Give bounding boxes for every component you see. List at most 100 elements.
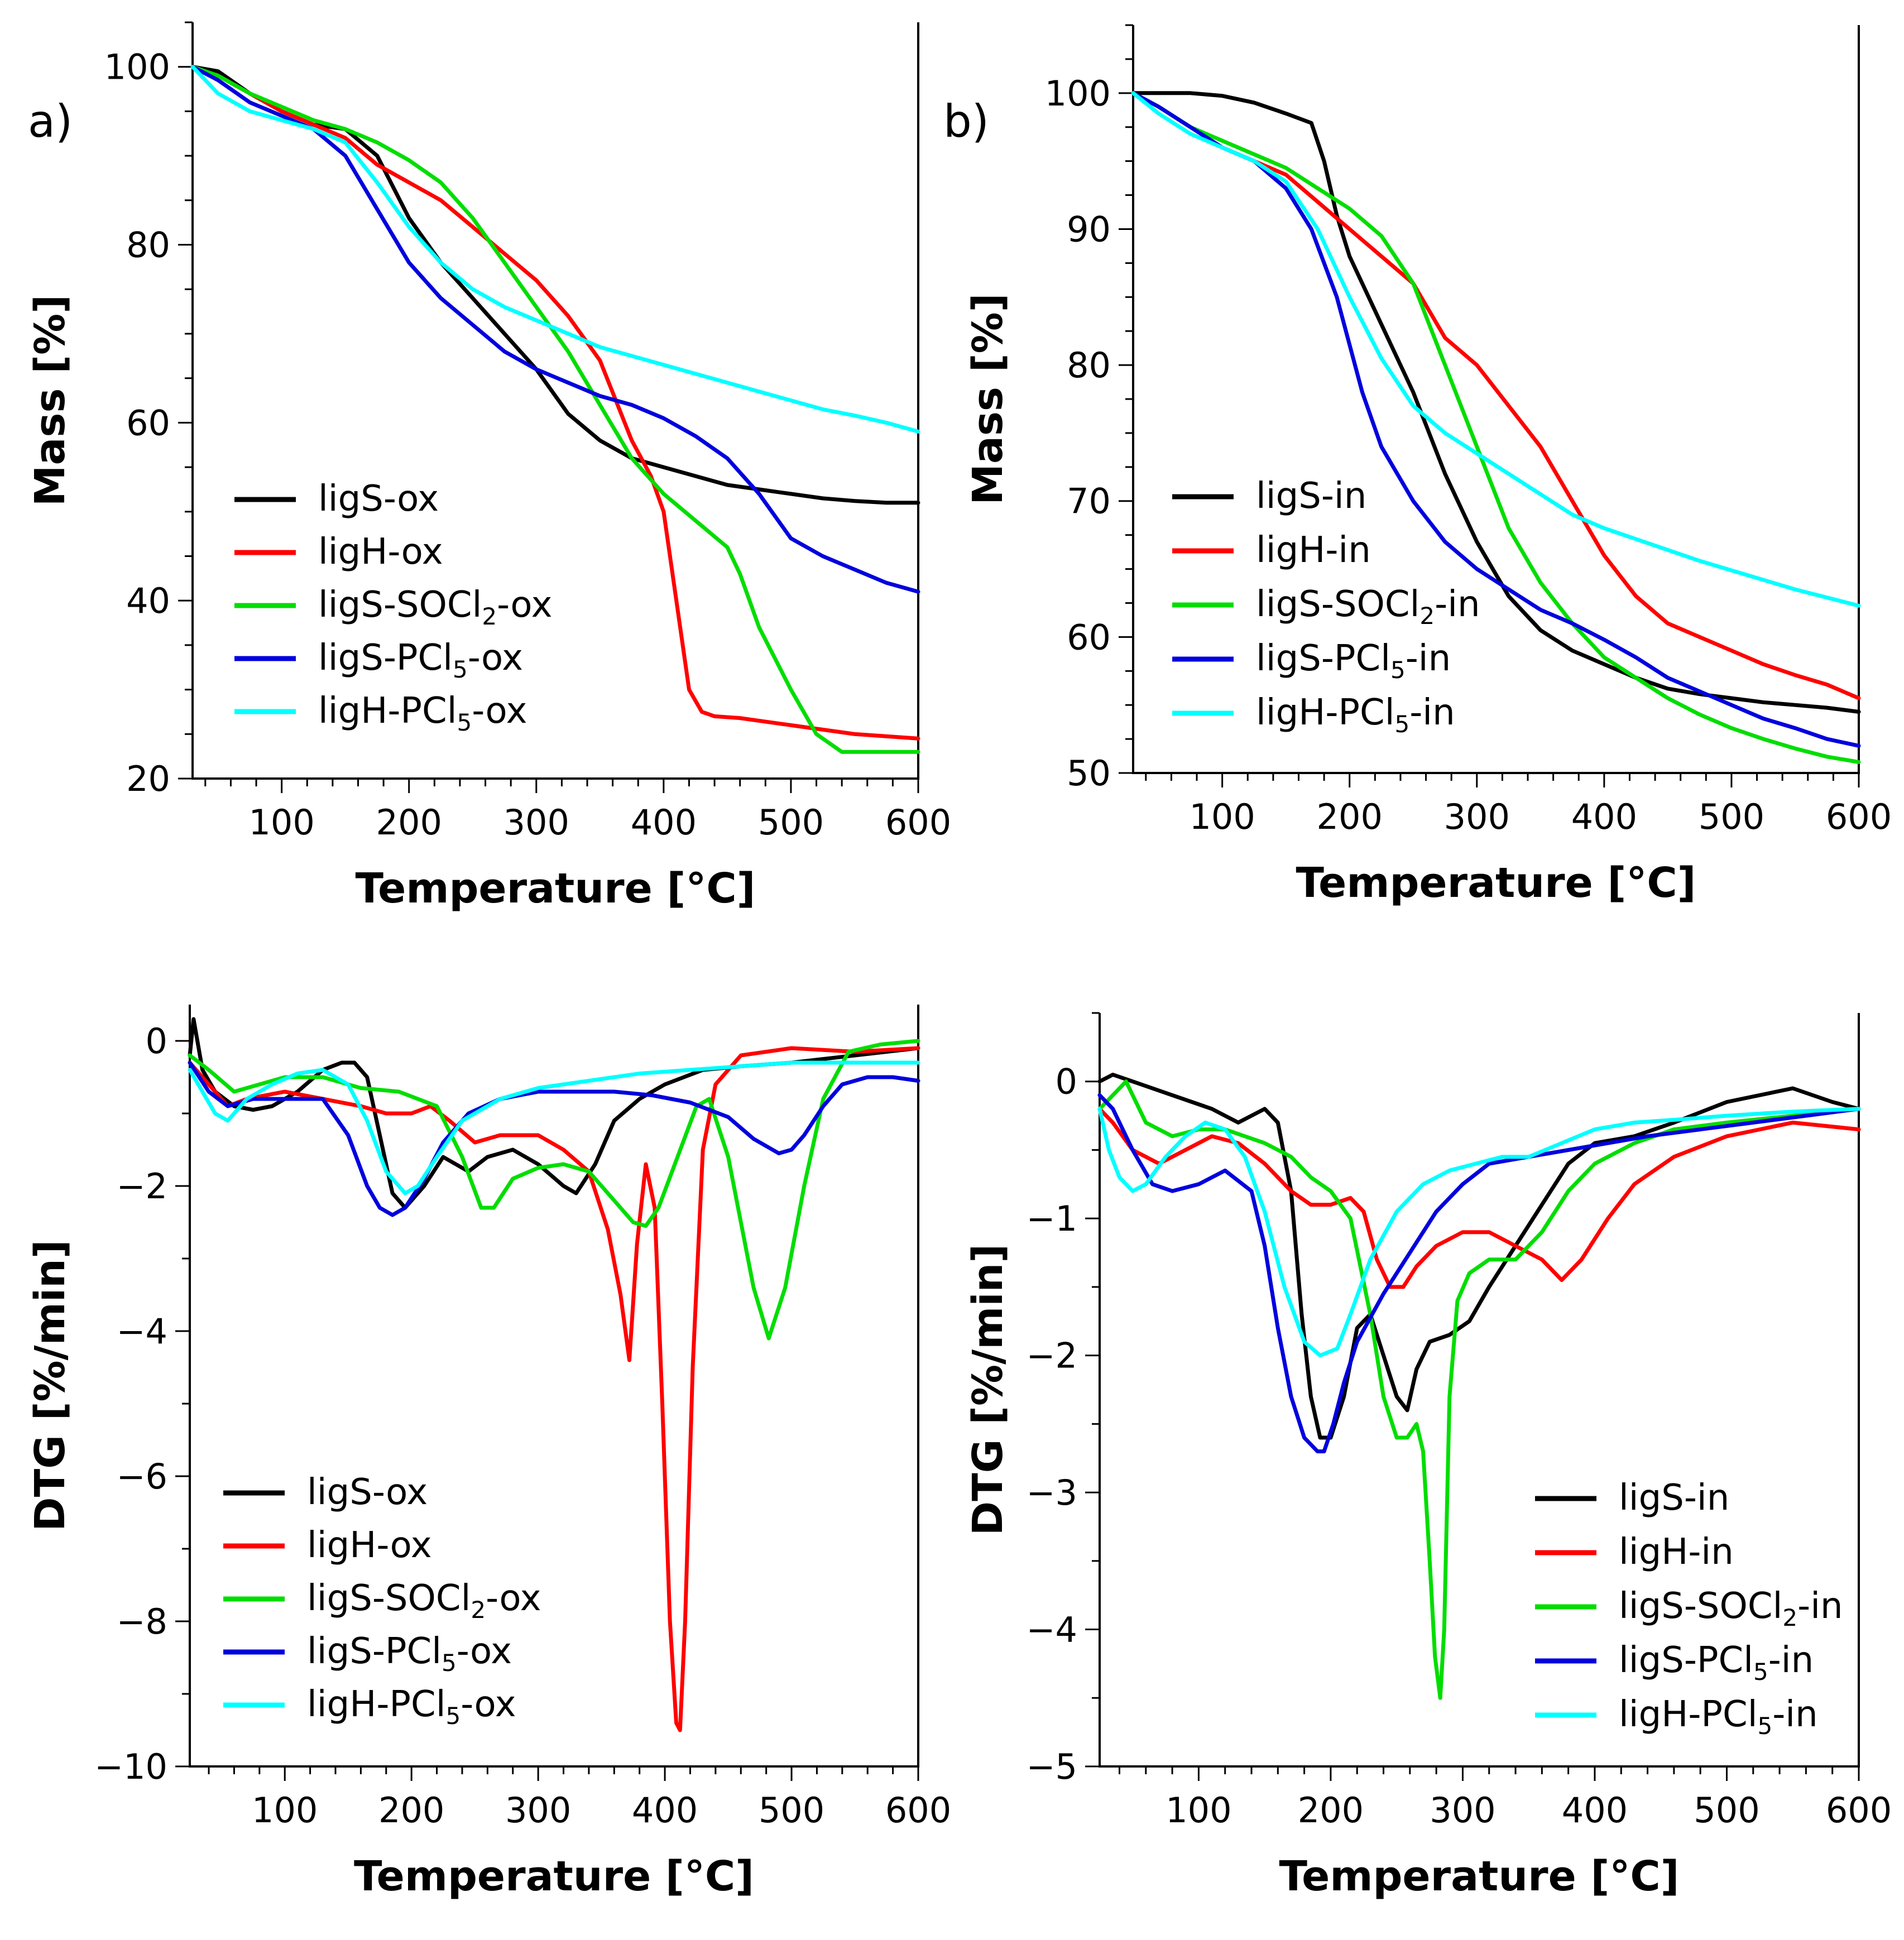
legend-entry: ligS-PCl5-ox — [307, 1631, 512, 1677]
series-line-ligs-socl2 — [188, 1039, 920, 1341]
x-tick-label: 200 — [1298, 1790, 1364, 1831]
x-tick-label: 200 — [376, 802, 442, 843]
legend-label: ligH-PCl — [1256, 692, 1394, 733]
legend-entry: ligH-PCl5-ox — [318, 690, 527, 736]
y-tick-label: 100 — [1045, 73, 1111, 114]
y-tick-label: −10 — [94, 1746, 167, 1787]
x-tick-label: 600 — [1826, 796, 1892, 837]
panel-label: b) — [943, 95, 989, 147]
x-tick-label: 100 — [1189, 796, 1255, 837]
y-tick-label: −1 — [1027, 1198, 1077, 1239]
legend-entry: ligS-SOCl2-ox — [307, 1578, 541, 1624]
legend-entry: ligH-in — [1256, 530, 1371, 571]
x-tick-label: 500 — [759, 1790, 824, 1831]
y-tick-label: −3 — [1027, 1472, 1077, 1513]
legend-entry: ligH-PCl5-in — [1256, 692, 1455, 738]
legend-entry: ligH-in — [1619, 1531, 1734, 1573]
legend-label-tail: -in — [1409, 692, 1455, 733]
legend-label-subscript: 5 — [445, 1702, 461, 1730]
panel-label: a) — [28, 95, 73, 147]
x-tick-label: 400 — [632, 1790, 698, 1831]
legend-entry: ligS-in — [1256, 476, 1366, 517]
y-tick-label: 40 — [126, 580, 170, 621]
y-tick-label: 20 — [126, 758, 170, 799]
x-tick-label: 100 — [248, 802, 314, 843]
y-tick-label: 90 — [1067, 209, 1111, 249]
series-line-ligs — [1097, 1073, 1861, 1440]
legend-entry: ligS-in — [1619, 1477, 1729, 1519]
legend-label-tail: -in — [1797, 1586, 1843, 1627]
series-line-ligs-pcl5 — [1131, 91, 1861, 748]
legend-entry: ligH-ox — [318, 531, 443, 573]
legend-entry: ligS-SOCl2-in — [1619, 1586, 1843, 1631]
series-line-ligh — [190, 65, 920, 741]
x-tick-label: 100 — [1166, 1790, 1231, 1831]
chart-panel-b: 100 200 300 400 500 600 50 60 70 80 90 100 Temperatu… — [943, 24, 1892, 907]
legend-label: ligH-PCl — [307, 1684, 445, 1725]
y-tick-label: −6 — [117, 1456, 167, 1497]
legend-label-tail: -ox — [497, 584, 552, 626]
y-tick-label: −4 — [117, 1311, 167, 1352]
legend-label: ligS-ox — [307, 1472, 428, 1513]
legend-label: ligH-PCl — [1619, 1694, 1757, 1735]
y-axis-title: DTG [%/min] — [964, 1244, 1012, 1535]
legend-label: ligS-SOCl — [318, 584, 482, 626]
legend-label-subscript: 5 — [442, 1649, 457, 1677]
series-line-ligs-socl2 — [190, 65, 920, 754]
legend-entry: ligH-PCl5-ox — [307, 1684, 516, 1730]
legend-label-subscript: 5 — [1394, 710, 1409, 738]
series-line-ligh — [1131, 91, 1861, 700]
legend-label: ligH-in — [1619, 1531, 1734, 1573]
legend-label-subscript: 2 — [482, 603, 497, 630]
legend-label-tail: -in — [1768, 1640, 1814, 1681]
legend-label: ligH-ox — [318, 531, 443, 573]
y-tick-label: 70 — [1067, 481, 1111, 522]
x-tick-label: 200 — [378, 1790, 444, 1831]
y-tick-label: 100 — [104, 47, 170, 88]
legend-entry: ligS-ox — [307, 1472, 428, 1513]
legend-entry: ligS-SOCl2-in — [1256, 584, 1480, 630]
x-axis-title: Temperature [°C] — [1296, 859, 1696, 907]
legend-label: ligS-PCl — [307, 1631, 442, 1672]
x-tick-label: 400 — [1571, 796, 1637, 837]
x-tick-label: 300 — [503, 802, 569, 843]
legend-entry: ligS-SOCl2-ox — [318, 584, 552, 630]
legend-label: ligH-ox — [307, 1525, 432, 1566]
axis-frame — [191, 22, 919, 780]
x-axis-title: Temperature [°C] — [354, 1852, 754, 1900]
axis-frame — [1132, 25, 1860, 774]
legend-label: ligH-PCl — [318, 690, 457, 732]
legend-label-tail: -in — [1435, 584, 1480, 625]
legend-label-subscript: 5 — [457, 709, 472, 736]
x-tick-label: 600 — [1826, 1790, 1892, 1831]
series-line-ligs-socl2 — [1131, 91, 1861, 764]
legend-label: ligS-SOCl — [1619, 1586, 1782, 1627]
x-tick-label: 600 — [885, 802, 951, 843]
y-axis-title: DTG [%/min] — [26, 1240, 74, 1531]
x-axis-title: Temperature [°C] — [1279, 1852, 1680, 1900]
y-tick-label: 0 — [1056, 1062, 1077, 1102]
axis-frame — [1099, 1013, 1860, 1768]
y-axis-title: Mass [%] — [26, 295, 74, 506]
legend-label-subscript: 2 — [1782, 1604, 1797, 1631]
x-tick-label: 200 — [1317, 796, 1383, 837]
series-line-ligs — [1131, 91, 1861, 714]
series-line-ligs-socl2 — [1097, 1079, 1861, 1700]
legend-label-tail: -ox — [472, 690, 527, 732]
legend-label: ligS-in — [1256, 476, 1366, 517]
series-line-ligs — [188, 1017, 920, 1210]
legend-label-tail: -ox — [457, 1631, 512, 1672]
chart-panel-c: 100 200 300 400 500 600 0 −2 −4 −6 −8 −10 Temperatur… — [26, 1005, 951, 1900]
legend-label: ligS-PCl — [1619, 1640, 1753, 1681]
x-tick-label: 300 — [1444, 796, 1510, 837]
legend-label-tail: -in — [1772, 1694, 1817, 1735]
y-tick-label: 80 — [126, 225, 170, 266]
y-tick-label: −2 — [117, 1166, 167, 1207]
y-tick-label: −8 — [117, 1601, 167, 1642]
series-line-ligs-pcl5 — [1097, 1093, 1861, 1453]
legend-label: ligH-in — [1256, 530, 1371, 571]
y-tick-label: 80 — [1067, 345, 1111, 386]
axis-frame — [189, 1005, 919, 1768]
legend-label-subscript: 2 — [471, 1596, 486, 1624]
y-tick-label: 50 — [1067, 753, 1111, 794]
